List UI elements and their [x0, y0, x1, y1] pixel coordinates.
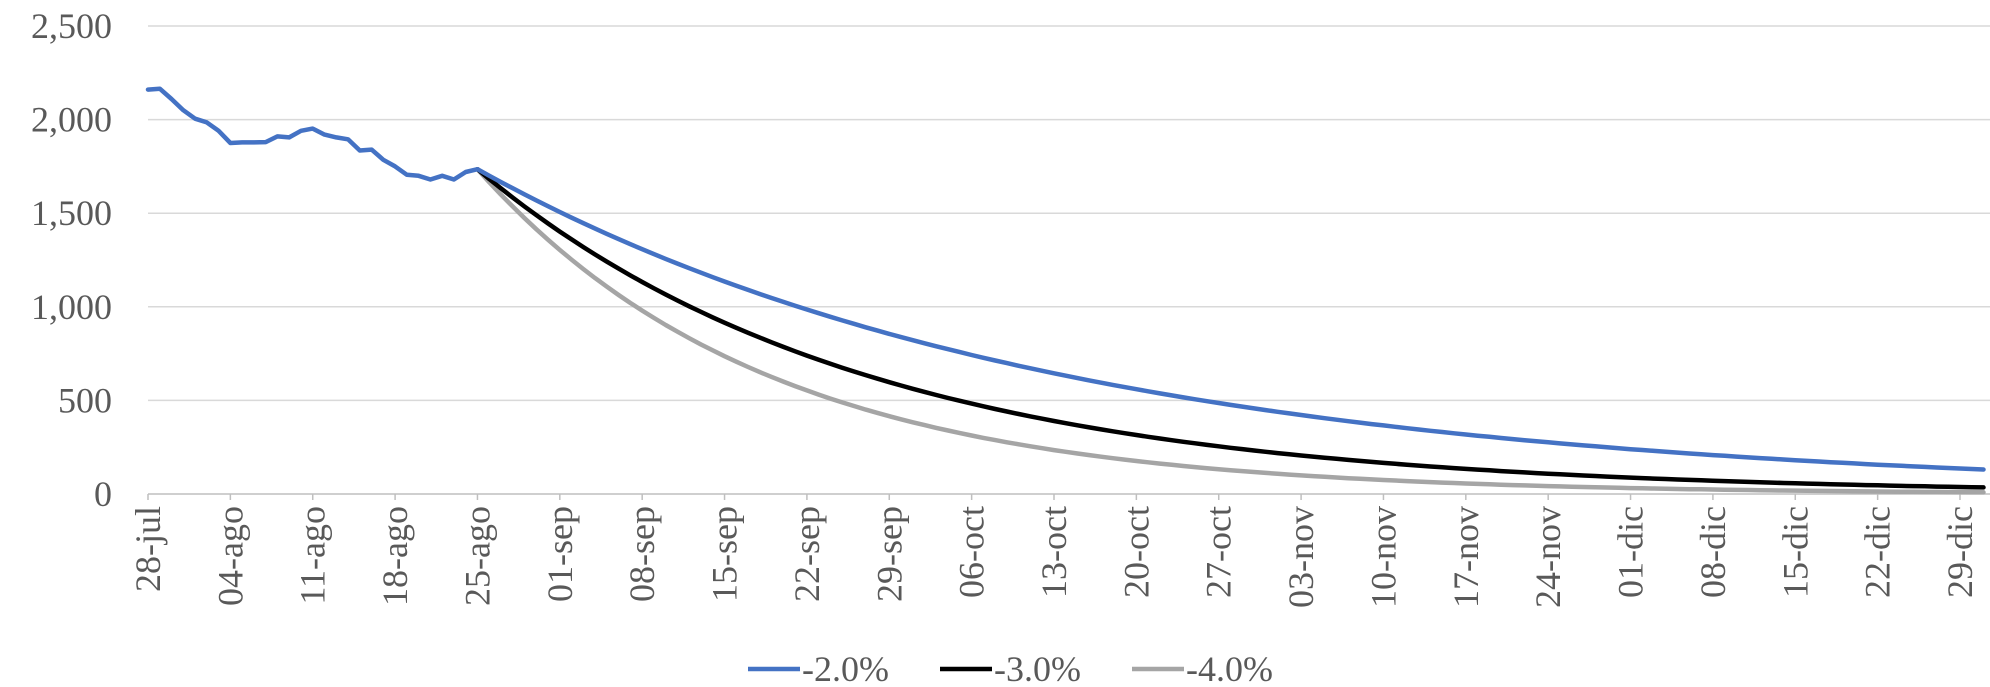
x-tick-label: 22-sep — [787, 506, 827, 602]
y-tick-label: 1,000 — [31, 287, 112, 327]
legend-label: -3.0% — [994, 649, 1081, 687]
x-tick-label: 29-dic — [1940, 506, 1980, 598]
x-tick-label: 27-oct — [1199, 506, 1239, 598]
x-tick-label: 20-oct — [1116, 506, 1156, 598]
series-line--3.0% — [475, 166, 1986, 490]
legend-label: -2.0% — [802, 649, 889, 687]
y-tick-label: 0 — [94, 474, 112, 514]
x-tick-label: 15-dic — [1775, 506, 1815, 598]
y-axis: 0 500 1,000 1,500 2,000 2,500 — [31, 6, 112, 514]
series-line--2.0% — [145, 86, 1986, 472]
x-tick-label: 03-nov — [1281, 506, 1321, 608]
x-tick-label: 24-nov — [1528, 506, 1568, 608]
x-tick-label: 04-ago — [210, 506, 250, 606]
x-tick-label: 22-dic — [1858, 506, 1898, 598]
x-tick-label: 15-sep — [705, 506, 745, 602]
x-tick-label: 10-nov — [1363, 506, 1403, 608]
y-tick-label: 2,000 — [31, 100, 112, 140]
y-tick-label: 2,500 — [31, 6, 112, 46]
x-tick-label: 13-oct — [1034, 506, 1074, 598]
x-axis: 28-jul 04-ago 11-ago 18-ago 25-ago 01-sep 08-s… — [128, 494, 1980, 608]
x-tick-label: 01-sep — [540, 506, 580, 602]
x-tick-label: 08-dic — [1693, 506, 1733, 598]
x-tick-label: 11-ago — [293, 506, 333, 605]
x-tick-label: 17-nov — [1446, 506, 1486, 608]
x-tick-label: 08-sep — [622, 506, 662, 602]
x-tick-label: 28-jul — [128, 506, 168, 592]
x-tick-label: 29-sep — [869, 506, 909, 602]
x-tick-label: 01-dic — [1611, 506, 1651, 598]
y-tick-label: 1,500 — [31, 193, 112, 233]
x-tick-label: 06-oct — [952, 506, 992, 598]
legend-label: -4.0% — [1186, 649, 1273, 687]
y-tick-label: 500 — [58, 380, 112, 420]
x-tick-label: 25-ago — [457, 506, 497, 606]
series-lines — [145, 86, 1986, 495]
legend: -2.0% -3.0% -4.0% — [748, 649, 1273, 687]
gridlines — [148, 25, 1990, 495]
x-tick-label: 18-ago — [375, 506, 415, 606]
series-line--4.0% — [475, 166, 1986, 495]
